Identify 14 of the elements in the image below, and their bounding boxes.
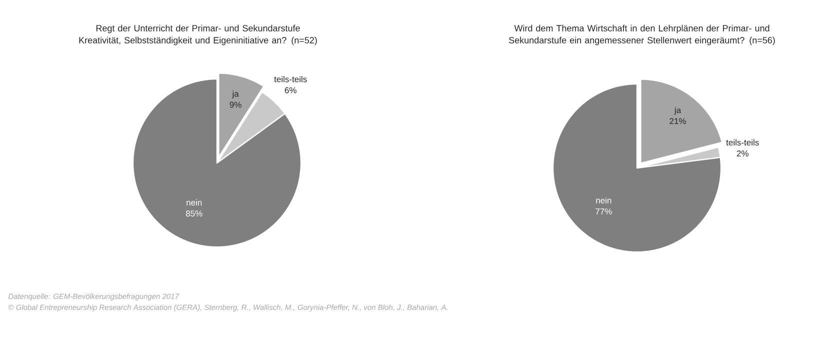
data-label: 85%: [186, 210, 202, 217]
data-label: 9%: [230, 102, 242, 108]
slice-label: ja: [232, 90, 239, 98]
slice-label: teils-teils: [274, 76, 307, 82]
data-label: 21%: [670, 118, 686, 124]
slice-label: ja: [674, 106, 682, 115]
slice-label: nein: [596, 197, 612, 204]
data-label: 6%: [284, 87, 296, 94]
chart-title: Wird dem Thema Wirtschaft in den Lehrplänen der Primar- und Sekundarstufe ein angemessener Stellenwert eingeräumt? (n=56): [508, 24, 775, 46]
slice-label: nein: [186, 199, 202, 206]
data-label: 77%: [596, 208, 612, 214]
data-label: 2%: [736, 150, 748, 156]
chart-title: Regt der Unterricht der Primar- und Sekundarstufe Kreativität, Selbstständigkeit und Eigeninitiative an? (n=52): [79, 24, 317, 46]
slice-label: teils-teils: [726, 139, 759, 146]
